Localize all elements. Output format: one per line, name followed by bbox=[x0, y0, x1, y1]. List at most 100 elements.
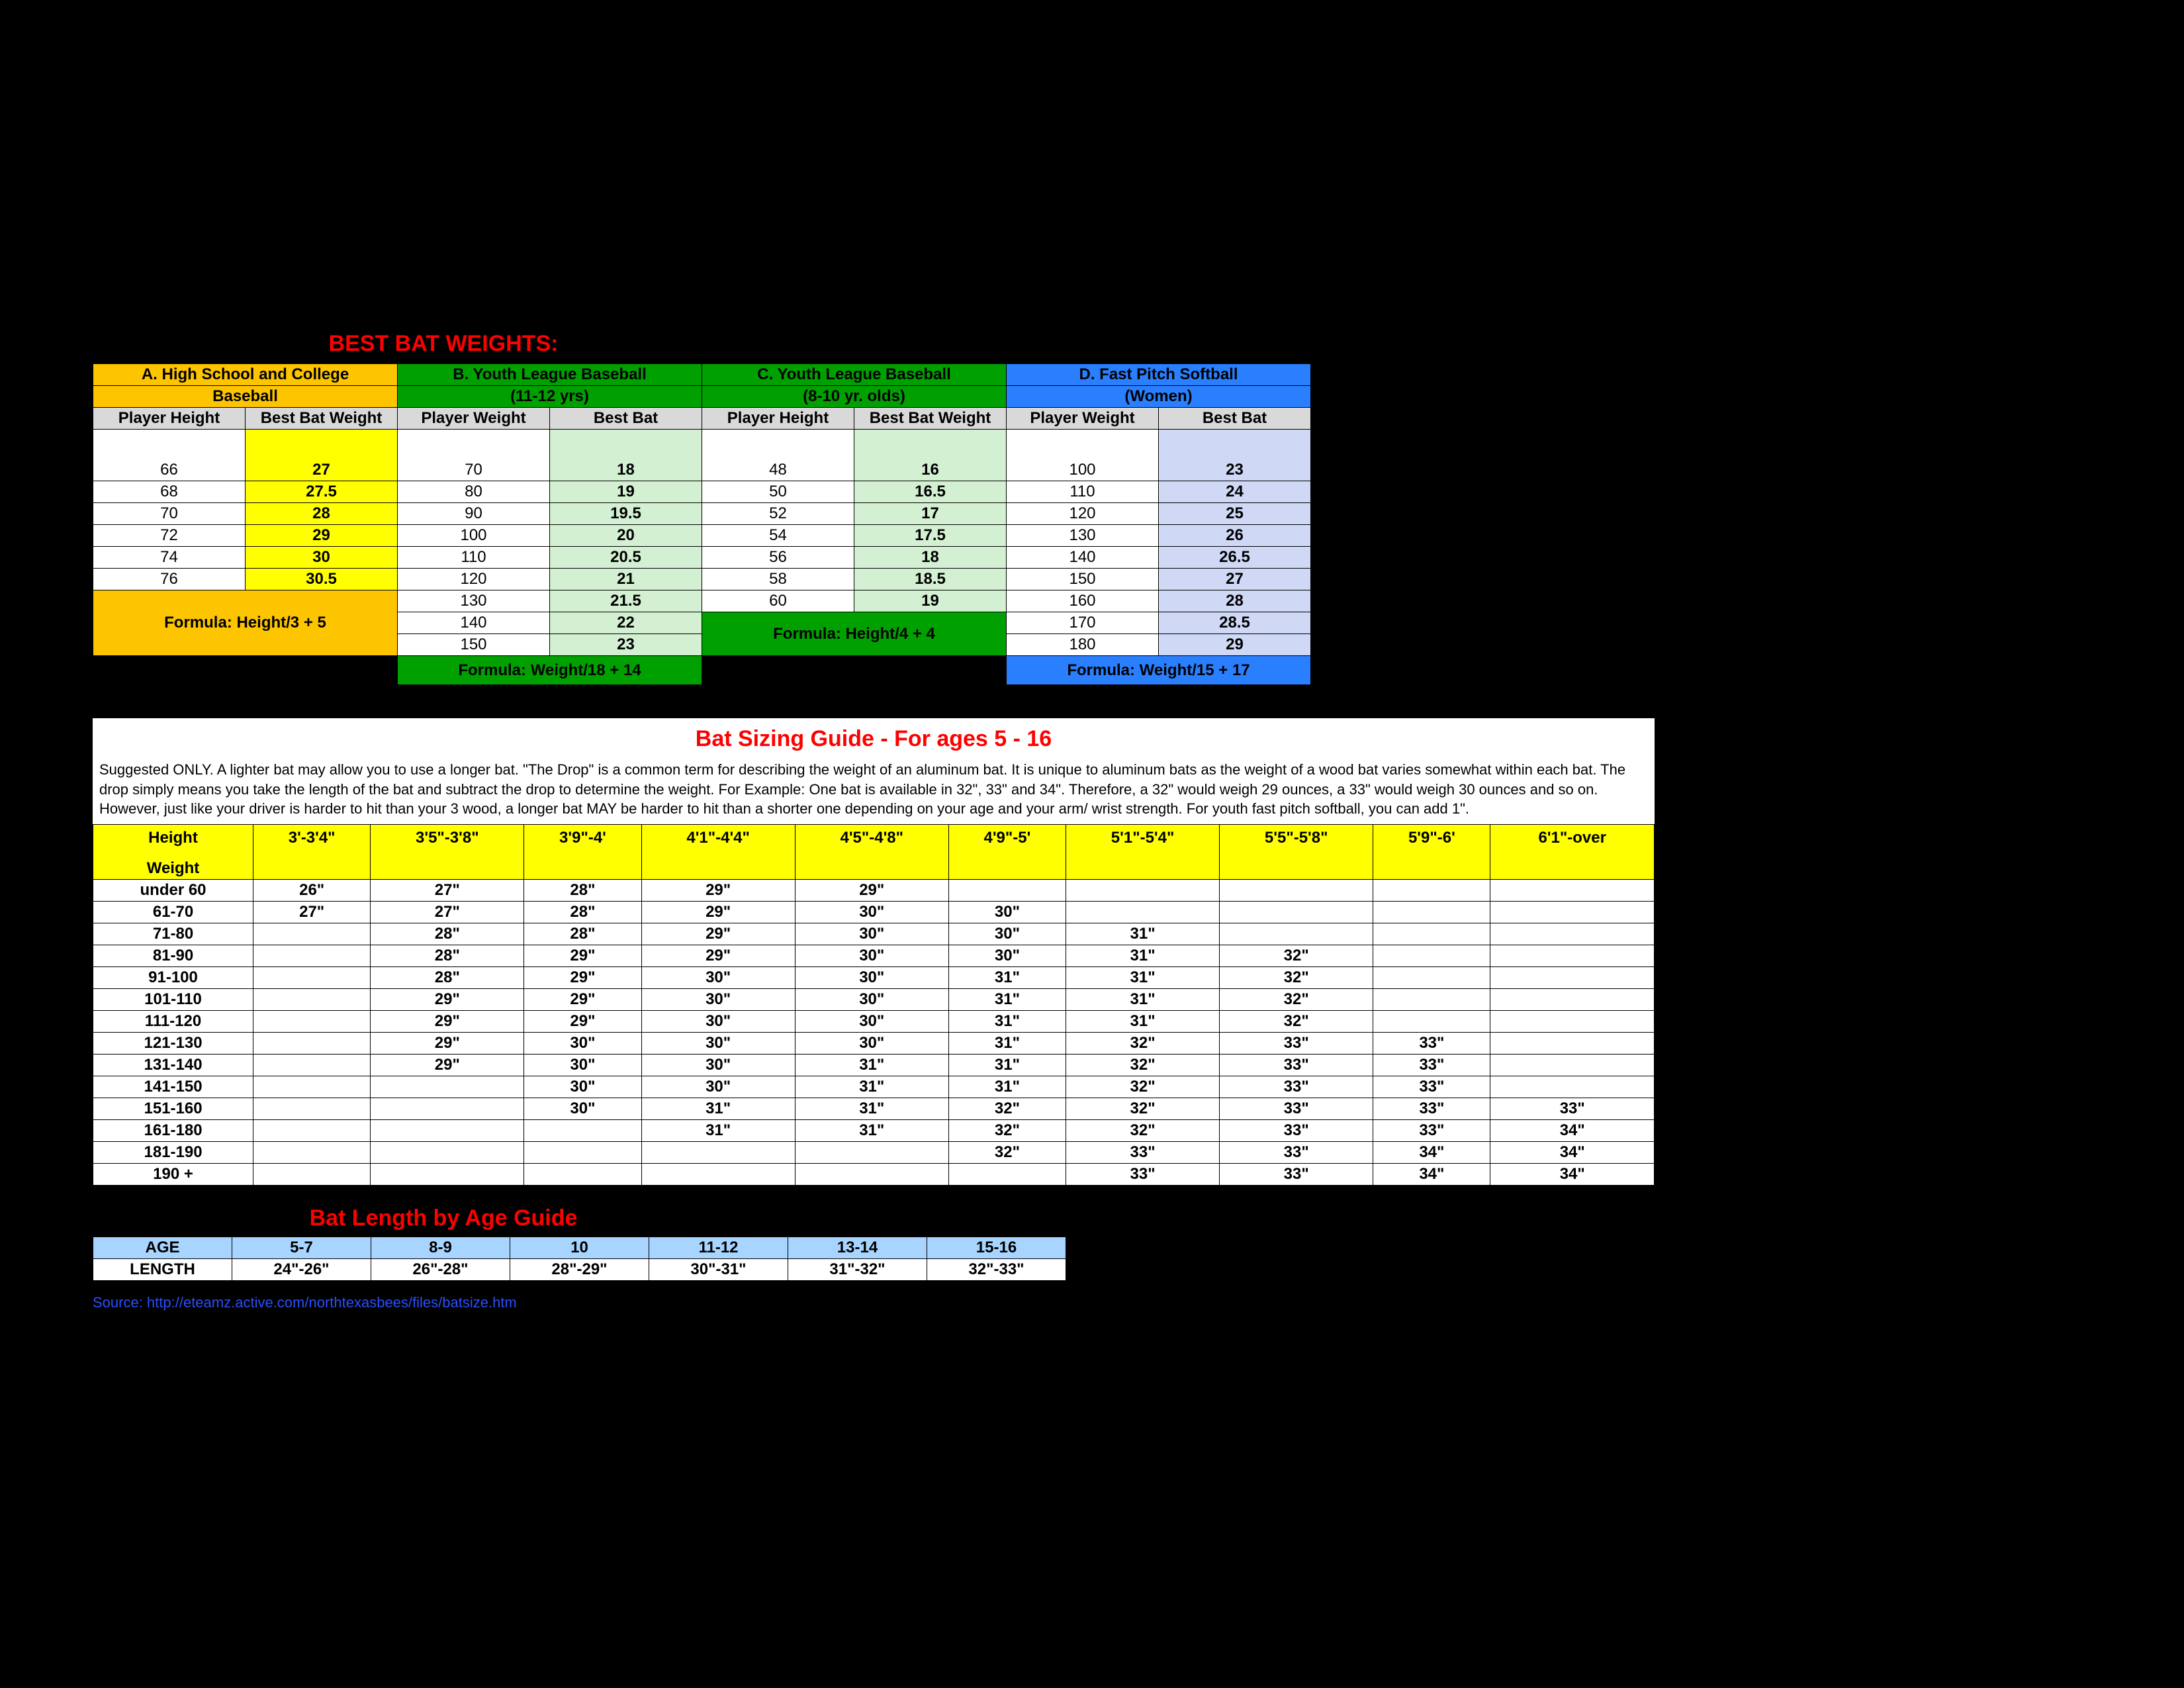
hdr-c-1: C. Youth League Baseball bbox=[702, 364, 1007, 386]
wA-0-0: 66 bbox=[93, 430, 246, 481]
sz-9-4: 30" bbox=[641, 1076, 795, 1098]
wD-3-1: 26 bbox=[1159, 525, 1311, 547]
sz-5-1 bbox=[253, 989, 371, 1011]
sz-13-2 bbox=[371, 1164, 524, 1186]
sz-3-6: 30" bbox=[948, 945, 1066, 967]
wD-5-1: 27 bbox=[1159, 569, 1311, 590]
wC-3-0: 54 bbox=[702, 525, 854, 547]
hdr-b-1: B. Youth League Baseball bbox=[398, 364, 702, 386]
sz-0-4: 29" bbox=[641, 880, 795, 902]
sub-a-1: Player Height bbox=[93, 408, 246, 430]
sz-10-10: 33" bbox=[1490, 1098, 1655, 1120]
sub-b-1: Player Weight bbox=[398, 408, 550, 430]
source-link[interactable]: Source: http://eteamz.active.com/northte… bbox=[93, 1294, 2091, 1311]
sizing-hdr-5: 4'5"-4'8" bbox=[795, 825, 948, 880]
sizing-hdr-9: 5'9"-6' bbox=[1373, 825, 1490, 880]
wC-2-0: 52 bbox=[702, 503, 854, 525]
sz-1-6: 30" bbox=[948, 902, 1066, 923]
sz-5-9 bbox=[1373, 989, 1490, 1011]
sz-5-8: 32" bbox=[1220, 989, 1373, 1011]
sz-0-6 bbox=[948, 880, 1066, 902]
sz-3-10 bbox=[1490, 945, 1655, 967]
hdr-a-2: Baseball bbox=[93, 386, 398, 408]
sz-5-4: 30" bbox=[641, 989, 795, 1011]
age-hdr-2: 8-9 bbox=[371, 1237, 510, 1259]
sz-7-7: 32" bbox=[1066, 1033, 1220, 1055]
sz-9-1 bbox=[253, 1076, 371, 1098]
age-hdr-1: 5-7 bbox=[232, 1237, 371, 1259]
sz-11-10: 34" bbox=[1490, 1120, 1655, 1142]
sz-3-1 bbox=[253, 945, 371, 967]
wB-2-1: 19.5 bbox=[550, 503, 702, 525]
sz-0-10 bbox=[1490, 880, 1655, 902]
wA-2-0: 70 bbox=[93, 503, 246, 525]
sub-a-2: Best Bat Weight bbox=[246, 408, 398, 430]
sz-12-1 bbox=[253, 1142, 371, 1164]
wA-1-0: 68 bbox=[93, 481, 246, 503]
sz-7-2: 29" bbox=[371, 1033, 524, 1055]
title-best-bat-weights: BEST BAT WEIGHTS: bbox=[93, 331, 794, 357]
sz-6-1 bbox=[253, 1011, 371, 1033]
sz-1-4: 29" bbox=[641, 902, 795, 923]
wB-8-0: 150 bbox=[398, 634, 550, 656]
sizing-hdr-2: 3'5"-3'8" bbox=[371, 825, 524, 880]
sz-10-8: 33" bbox=[1220, 1098, 1373, 1120]
sz-6-3: 29" bbox=[524, 1011, 641, 1033]
sz-4-9 bbox=[1373, 967, 1490, 989]
sz-10-9: 33" bbox=[1373, 1098, 1490, 1120]
wD-1-1: 24 bbox=[1159, 481, 1311, 503]
wC-1-0: 50 bbox=[702, 481, 854, 503]
sz-3-5: 30" bbox=[795, 945, 948, 967]
sizing-hdr-10: 6'1"-over bbox=[1490, 825, 1655, 880]
sizing-hdr-8: 5'5"-5'8" bbox=[1220, 825, 1373, 880]
sz-0-3: 28" bbox=[524, 880, 641, 902]
sz-10-7: 32" bbox=[1066, 1098, 1220, 1120]
wC-5-0: 58 bbox=[702, 569, 854, 590]
wA-2-1: 28 bbox=[246, 503, 398, 525]
sz-10-4: 31" bbox=[641, 1098, 795, 1120]
wB-8-1: 23 bbox=[550, 634, 702, 656]
wB-5-0: 120 bbox=[398, 569, 550, 590]
sz-9-2 bbox=[371, 1076, 524, 1098]
sz-6-7: 31" bbox=[1066, 1011, 1220, 1033]
sz-4-5: 30" bbox=[795, 967, 948, 989]
sz-8-8: 33" bbox=[1220, 1055, 1373, 1076]
sz-9-7: 32" bbox=[1066, 1076, 1220, 1098]
sz-11-4: 31" bbox=[641, 1120, 795, 1142]
sizing-guide-title: Bat Sizing Guide - For ages 5 - 16 bbox=[93, 726, 1655, 752]
sizing-guide-box: Bat Sizing Guide - For ages 5 - 16 Sugge… bbox=[93, 718, 1655, 1186]
sz-10-0: 151-160 bbox=[93, 1098, 253, 1120]
sz-2-2: 28" bbox=[371, 923, 524, 945]
age-table: AGE5-78-91011-1213-1415-16 LENGTH24"-26"… bbox=[93, 1237, 1066, 1281]
sz-11-7: 32" bbox=[1066, 1120, 1220, 1142]
sz-1-7 bbox=[1066, 902, 1220, 923]
sz-1-0: 61-70 bbox=[93, 902, 253, 923]
sz-2-5: 30" bbox=[795, 923, 948, 945]
sz-11-5: 31" bbox=[795, 1120, 948, 1142]
sz-5-5: 30" bbox=[795, 989, 948, 1011]
sz-2-9 bbox=[1373, 923, 1490, 945]
sz-7-6: 31" bbox=[948, 1033, 1066, 1055]
hdr-a-1: A. High School and College bbox=[93, 364, 398, 386]
sz-2-1 bbox=[253, 923, 371, 945]
sz-12-4 bbox=[641, 1142, 795, 1164]
sizing-hdr-3: 3'9"-4' bbox=[524, 825, 641, 880]
wD-6-1: 28 bbox=[1159, 590, 1311, 612]
age-hdr-3: 10 bbox=[510, 1237, 649, 1259]
sz-1-3: 28" bbox=[524, 902, 641, 923]
sz-1-1: 27" bbox=[253, 902, 371, 923]
wD-4-0: 140 bbox=[1007, 547, 1159, 569]
sz-13-3 bbox=[524, 1164, 641, 1186]
sz-2-4: 29" bbox=[641, 923, 795, 945]
sz-0-2: 27" bbox=[371, 880, 524, 902]
wB-1-0: 80 bbox=[398, 481, 550, 503]
sz-9-8: 33" bbox=[1220, 1076, 1373, 1098]
sz-1-9 bbox=[1373, 902, 1490, 923]
wD-0-1: 23 bbox=[1159, 430, 1311, 481]
sz-11-8: 33" bbox=[1220, 1120, 1373, 1142]
wA-4-0: 74 bbox=[93, 547, 246, 569]
wC-4-0: 56 bbox=[702, 547, 854, 569]
wB-4-0: 110 bbox=[398, 547, 550, 569]
sz-4-4: 30" bbox=[641, 967, 795, 989]
hdr-d-1: D. Fast Pitch Softball bbox=[1007, 364, 1311, 386]
